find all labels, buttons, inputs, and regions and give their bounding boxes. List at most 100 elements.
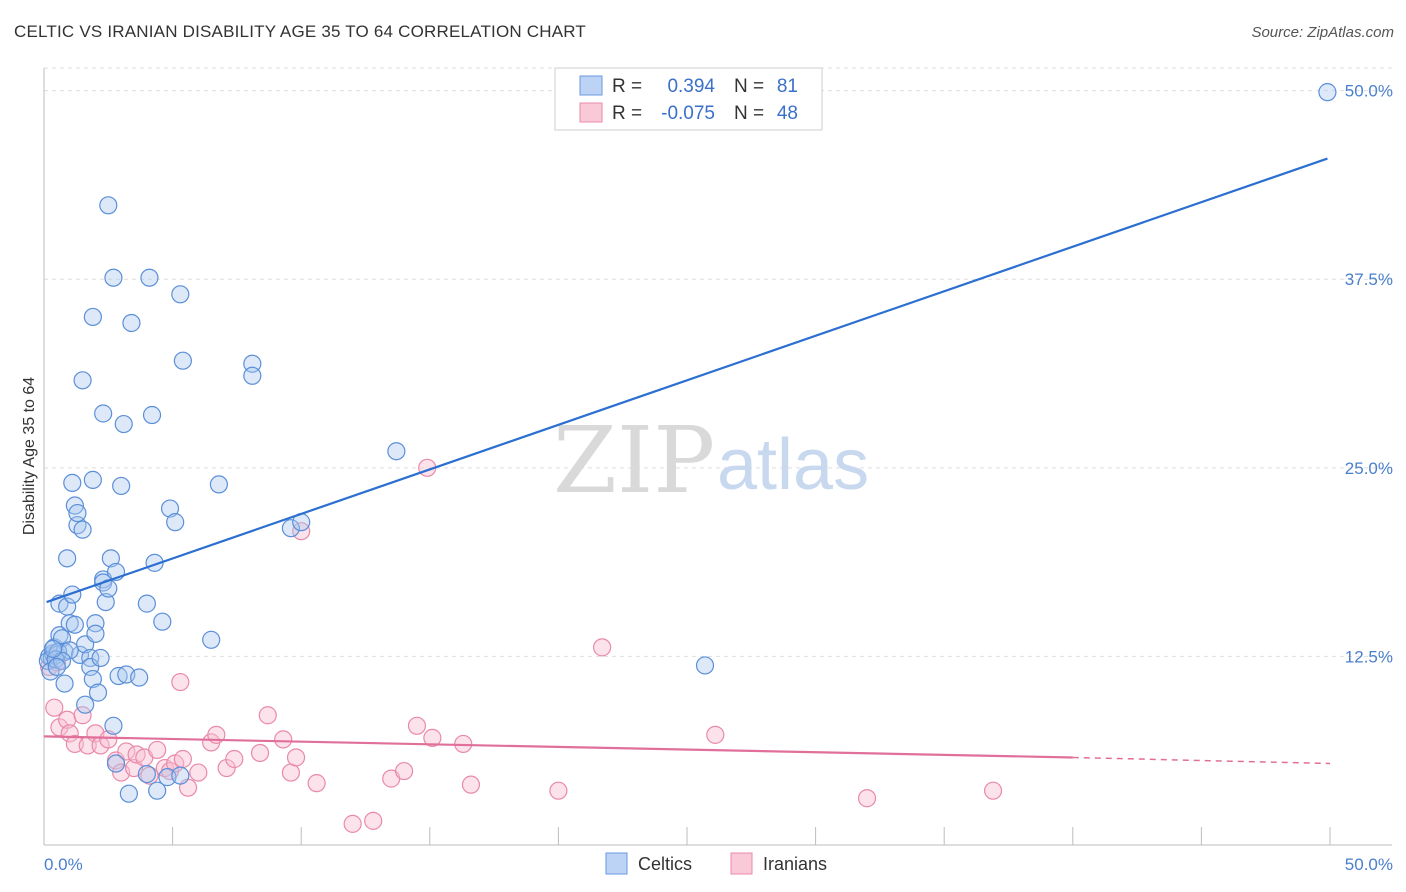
- iranians-point-47: [593, 638, 612, 657]
- celtics-n-value: 81: [777, 76, 798, 97]
- iranians-point-31: [250, 743, 270, 763]
- celtics-point-68: [281, 519, 301, 538]
- celtics-point-41: [104, 268, 123, 287]
- celtics-r-value: 0.394: [667, 76, 715, 97]
- celtics-point-28: [83, 669, 102, 689]
- celtics-point-31: [88, 683, 108, 702]
- celtics-point-80: [47, 657, 66, 677]
- iranians-point-36: [307, 774, 326, 793]
- celtics-point-45: [112, 476, 131, 496]
- celtics-point-48: [119, 784, 138, 803]
- iranians-point-14: [117, 742, 136, 761]
- iranians-trend-extension: [1072, 756, 1331, 765]
- iranians-point-49: [857, 789, 877, 808]
- x-tick-label-1: 50.0%: [1345, 855, 1393, 874]
- y-tick-label-3: 50.0%: [1345, 82, 1393, 101]
- x-tick-labels: 0.0% 50.0%: [44, 855, 1393, 874]
- iranians-point-32: [258, 706, 277, 725]
- celtics-point-71: [695, 656, 715, 675]
- x-tick-marks: [43, 827, 1331, 845]
- watermark-zip: ZIP: [553, 407, 715, 514]
- celtics-point-57: [153, 612, 172, 631]
- legend-celtics-swatch: [605, 852, 628, 875]
- iranians-point-48: [706, 725, 725, 744]
- celtics-point-61: [171, 766, 190, 785]
- iranians-point-50: [983, 781, 1003, 800]
- series-legend: Celtics Iranians: [605, 852, 827, 875]
- celtics-point-76: [46, 650, 65, 669]
- celtics-point-21: [73, 371, 92, 390]
- iranians-point-24: [173, 749, 192, 769]
- iranians-point-7: [73, 706, 92, 725]
- celtics-point-29: [86, 614, 105, 633]
- celtics-point-13: [63, 585, 82, 604]
- celtics-point-32: [91, 648, 110, 668]
- iranians-n-value: 48: [777, 103, 798, 124]
- y-tick-label-1: 25.0%: [1345, 459, 1393, 478]
- iranians-point-37: [343, 814, 362, 833]
- celtics-point-62: [171, 285, 190, 304]
- iranians-point-41: [407, 716, 427, 735]
- iranians-point-30: [225, 749, 244, 769]
- watermark-atlas: atlas: [717, 425, 869, 505]
- legend-iranians-swatch: [730, 852, 753, 875]
- stats-legend: R = 0.394 N = 81 R = -0.075 N = 48: [554, 67, 823, 131]
- celtics-point-79: [43, 639, 63, 658]
- iranians-r-label: R =: [612, 103, 642, 124]
- celtics-point-63: [173, 351, 192, 370]
- chart-title: CELTIC VS IRANIAN DISABILITY AGE 35 TO 6…: [14, 22, 587, 41]
- iranians-n-label: N =: [734, 103, 764, 124]
- iranians-trend-line: [43, 735, 1073, 759]
- y-tick-label-0: 12.5%: [1345, 647, 1393, 666]
- celtics-point-65: [209, 475, 228, 494]
- celtics-point-70: [387, 442, 406, 461]
- iranians-point-35: [286, 748, 306, 767]
- celtics-point-37: [99, 196, 118, 215]
- celtics-point-46: [114, 414, 133, 434]
- iranians-point-23: [171, 672, 190, 692]
- celtics-point-67: [243, 366, 262, 385]
- iranians-point-1: [45, 698, 64, 717]
- iranians-r-value: -0.075: [661, 103, 715, 124]
- celtics-trend-line: [46, 157, 1328, 604]
- celtics-point-15: [65, 615, 84, 634]
- celtics-r-label: R =: [612, 76, 642, 97]
- iranians-point-40: [394, 761, 414, 781]
- iranians-point-26: [189, 763, 208, 782]
- iranians-point-43: [423, 728, 442, 747]
- celtics-point-60: [166, 513, 185, 532]
- iranians-point-19: [148, 740, 167, 760]
- iranians-point-33: [274, 730, 293, 749]
- celtics-point-39: [101, 549, 120, 568]
- celtics-point-33: [94, 404, 113, 423]
- celtics-point-20: [73, 520, 92, 539]
- celtics-point-44: [109, 666, 128, 686]
- legend-celtics-label: Celtics: [638, 854, 692, 874]
- iranians-swatch: [579, 102, 603, 123]
- axes: [43, 68, 1392, 846]
- legend-iranians-label: Iranians: [763, 854, 827, 874]
- y-tick-labels: 12.5% 25.0% 37.5% 50.0%: [1345, 82, 1393, 667]
- celtics-point-51: [137, 594, 156, 613]
- celtics-point-53: [140, 268, 159, 287]
- celtics-point-59: [160, 499, 180, 518]
- celtics-point-36: [96, 592, 115, 612]
- x-tick-label-0: 0.0%: [44, 855, 83, 874]
- celtics-point-64: [202, 630, 221, 649]
- celtics-point-49: [122, 313, 141, 333]
- iranians-point-45: [461, 775, 481, 794]
- celtics-point-50: [130, 668, 149, 687]
- iranians-point-11: [99, 730, 118, 749]
- trend-lines: [43, 157, 1331, 765]
- celtics-point-30: [86, 624, 105, 643]
- y-axis-label: Disability Age 35 to 64: [21, 377, 38, 535]
- celtics-point-23: [76, 695, 95, 714]
- celtics-point-26: [83, 470, 102, 489]
- celtics-point-27: [83, 307, 102, 327]
- celtics-point-52: [137, 764, 156, 784]
- celtics-point-73: [38, 651, 57, 671]
- iranians-point-38: [364, 811, 383, 830]
- celtics-point-54: [142, 405, 162, 425]
- iranians-point-34: [281, 763, 301, 782]
- celtics-point-56: [148, 781, 167, 800]
